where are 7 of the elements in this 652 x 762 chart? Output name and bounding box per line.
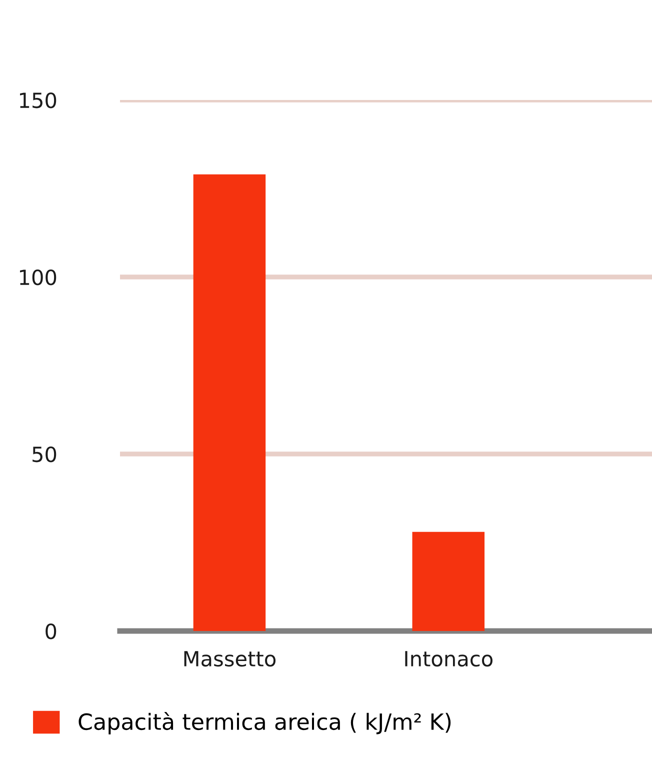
legend-label: Capacità termica areica ( kJ/m² K): [78, 712, 451, 734]
y-tick-label: 150: [20, 92, 56, 108]
y-tick-label: 50: [32, 446, 56, 462]
y-tick-label: 0: [46, 623, 56, 640]
x-tick-label: Massetto: [184, 651, 276, 667]
y-tick-label: 100: [20, 269, 56, 286]
x-tick-label: Intonaco: [405, 651, 492, 667]
